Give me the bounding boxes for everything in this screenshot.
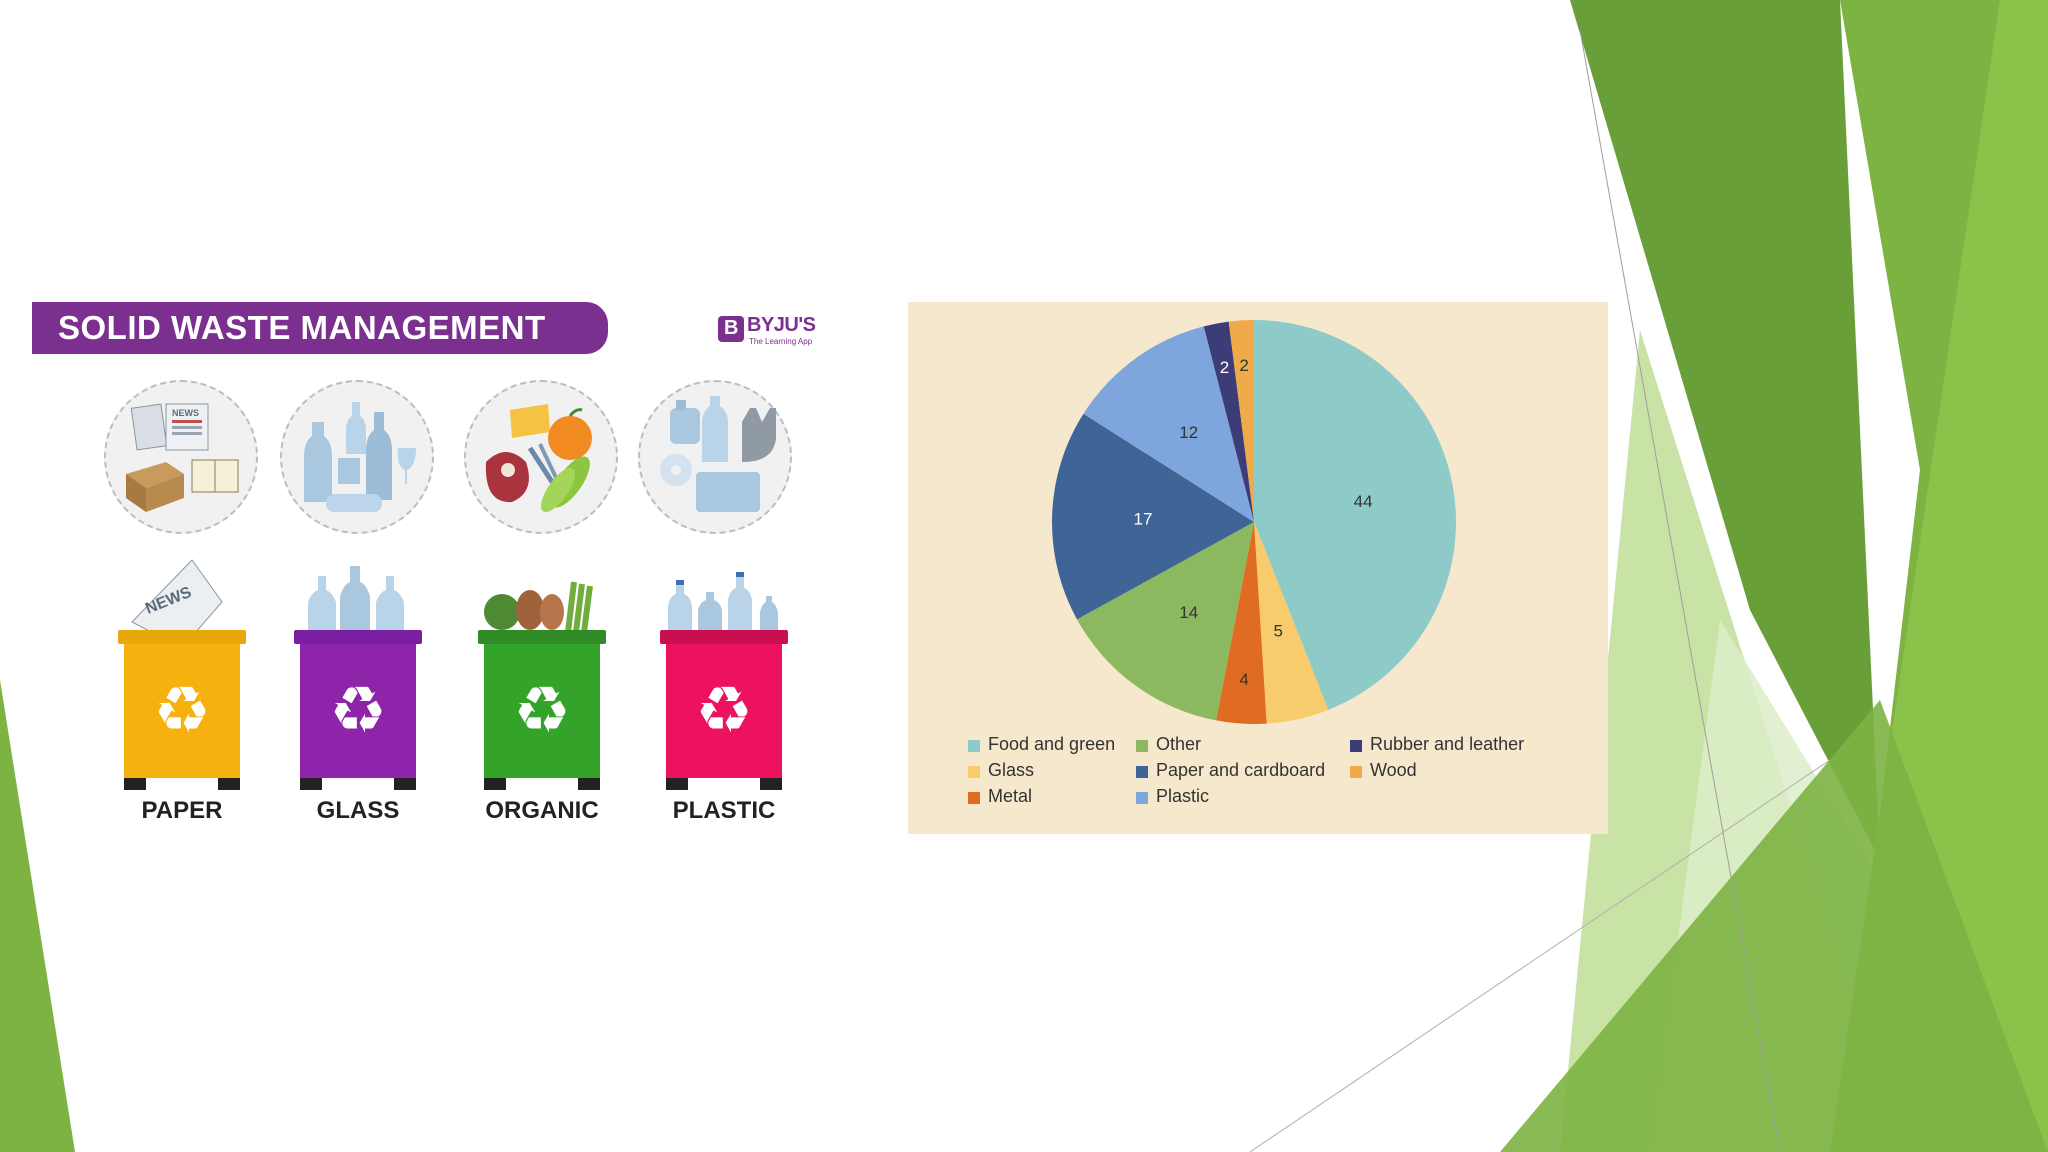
plastic-items-icon (638, 380, 792, 534)
legend-swatch (968, 766, 980, 778)
pie-slice-rubber-and-leather (1203, 321, 1254, 522)
legend-label: Glass (988, 760, 1035, 780)
legend-swatch (1350, 766, 1362, 778)
pie-slice-wood (1228, 320, 1254, 522)
glass-bin: ♻ (294, 566, 422, 790)
legend-swatch (1136, 792, 1148, 804)
solid-waste-infographic: SOLID WASTE MANAGEMENT B BYJU'S The Lear… (32, 300, 832, 840)
thin-line-2 (1249, 759, 1831, 1152)
pie-label-plastic: 12 (1179, 423, 1198, 442)
pie-label-other: 14 (1179, 603, 1198, 622)
legend-swatch (1350, 740, 1362, 752)
svg-text:♻: ♻ (695, 674, 752, 748)
svg-text:♻: ♻ (513, 674, 570, 748)
pie-label-wood: 2 (1239, 356, 1248, 375)
bin-label-paper: PAPER (141, 797, 223, 824)
pie-label-rubber-and-leather: 2 (1220, 358, 1229, 377)
legend-label: Paper and cardboard (1156, 760, 1326, 780)
bin-label-plastic: PLASTIC (672, 797, 776, 824)
pie-label-metal: 4 (1239, 670, 1248, 689)
bin-label-organic: ORGANIC (485, 797, 599, 824)
legend-label: Wood (1370, 760, 1417, 780)
legend-label: Rubber and leather (1370, 734, 1525, 754)
pie-slice-metal (1216, 522, 1267, 724)
legend-label: Other (1156, 734, 1202, 754)
pie-label-paper-and-cardboard: 17 (1133, 510, 1152, 529)
legend-swatch (1136, 766, 1148, 778)
logo-tagline: The Learning App (749, 337, 813, 346)
chart-legend: Food and green Other Rubber and leather Gla… (968, 734, 1588, 818)
byjus-logo: B BYJU'S The Learning App (718, 312, 828, 352)
glass-items-icon (280, 380, 434, 534)
pie-slice-plastic (1083, 326, 1254, 522)
organic-items-icon (464, 380, 618, 534)
svg-text:♻: ♻ (329, 674, 386, 748)
waste-composition-chart: 44 5 4 14 17 12 2 2 Food and green Other Rubber a… (908, 302, 1608, 834)
pie-slice-food-and-green (1254, 320, 1456, 710)
svg-text:♻: ♻ (153, 674, 210, 748)
pie-slice-glass (1254, 522, 1329, 724)
pie-label-glass: 5 (1274, 621, 1283, 640)
paper-bin: NEWS ♻ (118, 559, 246, 790)
bin-label-glass: GLASS (316, 797, 400, 824)
logo-name: BYJU'S (747, 314, 816, 336)
logo-mark-icon: B (718, 316, 744, 342)
title-banner: SOLID WASTE MANAGEMENT (32, 302, 608, 354)
legend-swatch (1136, 740, 1148, 752)
legend-swatch (968, 792, 980, 804)
pie-chart: 44 5 4 14 17 12 2 2 (1052, 320, 1456, 724)
legend-swatch (968, 740, 980, 752)
legend-label: Metal (988, 786, 1033, 806)
pie-slice-paper-and-cardboard (1052, 413, 1254, 620)
right-dark-band (1570, 0, 1880, 860)
paper-items-icon: NEWS (104, 380, 258, 534)
plastic-bin: ♻ (660, 572, 788, 790)
thin-line-1 (1579, 29, 1781, 1152)
organic-bin: ♻ (478, 581, 606, 790)
left-green-accent (0, 680, 75, 1152)
legend-label: Food and green (988, 734, 1116, 754)
infographic-title: SOLID WASTE MANAGEMENT (58, 309, 546, 346)
pie-slice-other (1076, 522, 1254, 721)
right-bottom-band (1500, 700, 2048, 1152)
pie-label-food-and-green: 44 (1354, 492, 1373, 511)
legend-label: Plastic (1156, 786, 1210, 806)
svg-text:NEWS: NEWS (172, 408, 199, 418)
